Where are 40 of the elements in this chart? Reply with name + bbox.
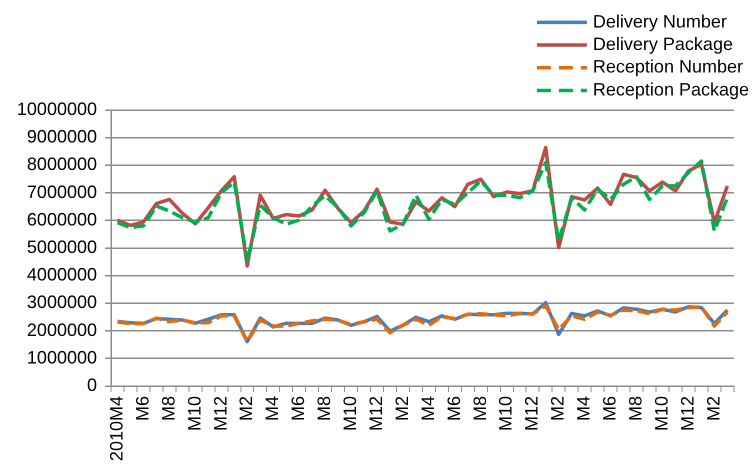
- y-tick-label: 6000000: [26, 209, 97, 230]
- x-tick-label: M12: [677, 396, 698, 432]
- y-tick-label: 10000000: [16, 98, 97, 119]
- x-tick-label: M2: [703, 396, 724, 422]
- y-tick-label: 0: [86, 374, 97, 395]
- y-tick-label: 2000000: [26, 320, 97, 340]
- x-tick-label: M4: [574, 396, 594, 422]
- x-tick-label: M8: [470, 396, 490, 422]
- x-tick-label: M4: [262, 396, 282, 422]
- x-tick-label: M8: [158, 396, 178, 422]
- x-tick-label: M6: [444, 396, 464, 422]
- x-tick-label: M10: [496, 396, 516, 432]
- x-tick-label: M2: [236, 396, 256, 422]
- x-tick-label: M8: [314, 396, 334, 422]
- y-tick-label: 4000000: [26, 264, 97, 285]
- x-tick-label: M10: [651, 396, 672, 432]
- legend-label: Reception Package: [592, 79, 750, 100]
- x-tick-label: M10: [184, 396, 204, 432]
- y-tick-label: 1000000: [26, 347, 97, 368]
- x-tick-label: M6: [600, 396, 620, 422]
- y-tick-label: 7000000: [26, 182, 97, 202]
- x-tick-label: M4: [418, 396, 438, 422]
- y-tick-label: 9000000: [26, 126, 97, 147]
- y-tick-label: 5000000: [26, 236, 97, 257]
- legend-label: Delivery Number: [592, 11, 727, 32]
- x-tick-label: M6: [132, 396, 152, 422]
- x-tick-label: M6: [288, 396, 308, 422]
- x-tick-label: M12: [522, 396, 542, 432]
- y-tick-label: 8000000: [26, 154, 97, 174]
- x-tick-label: M8: [625, 396, 646, 422]
- x-tick-label: M12: [366, 396, 386, 432]
- x-tick-label: M10: [340, 396, 360, 432]
- x-tick-label: M2: [392, 396, 412, 422]
- x-tick-label: 2010M4: [106, 396, 126, 462]
- x-tick-label: M2: [548, 396, 568, 422]
- line-series: [116, 159, 730, 263]
- y-tick-label: 3000000: [26, 292, 97, 312]
- legend-label: Reception Number: [592, 56, 743, 77]
- x-tick-label: M12: [210, 396, 230, 432]
- legend-label: Delivery Package: [592, 34, 733, 54]
